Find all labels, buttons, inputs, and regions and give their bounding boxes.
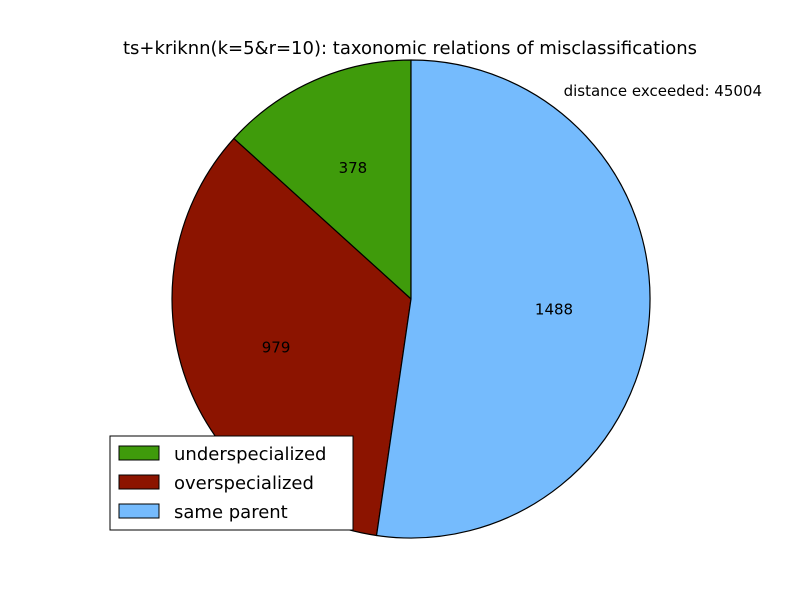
legend-swatch xyxy=(118,503,160,519)
pie-slice-labels: 378 979 1488 xyxy=(262,159,573,357)
legend-label: same parent xyxy=(174,502,288,523)
pie-slice-same-parent xyxy=(375,59,651,539)
legend-label: underspecialized xyxy=(174,444,326,465)
slice-value-label: 378 xyxy=(339,159,368,177)
slice-value-label: 979 xyxy=(262,339,291,357)
slice-value-label: 1488 xyxy=(535,300,573,318)
legend-swatch xyxy=(118,445,160,461)
pie-slice-underspecialized xyxy=(233,59,412,300)
legend-label: overspecialized xyxy=(174,473,314,494)
distance-exceeded-annotation: distance exceeded: 45004 xyxy=(564,82,762,100)
legend-entries: underspecialized overspecialized same pare… xyxy=(118,444,326,523)
chart-title: ts+kriknn(k=5&r=10): taxonomic relations… xyxy=(123,38,697,59)
legend: underspecialized overspecialized same pare… xyxy=(109,435,354,531)
legend-swatch xyxy=(118,474,160,490)
